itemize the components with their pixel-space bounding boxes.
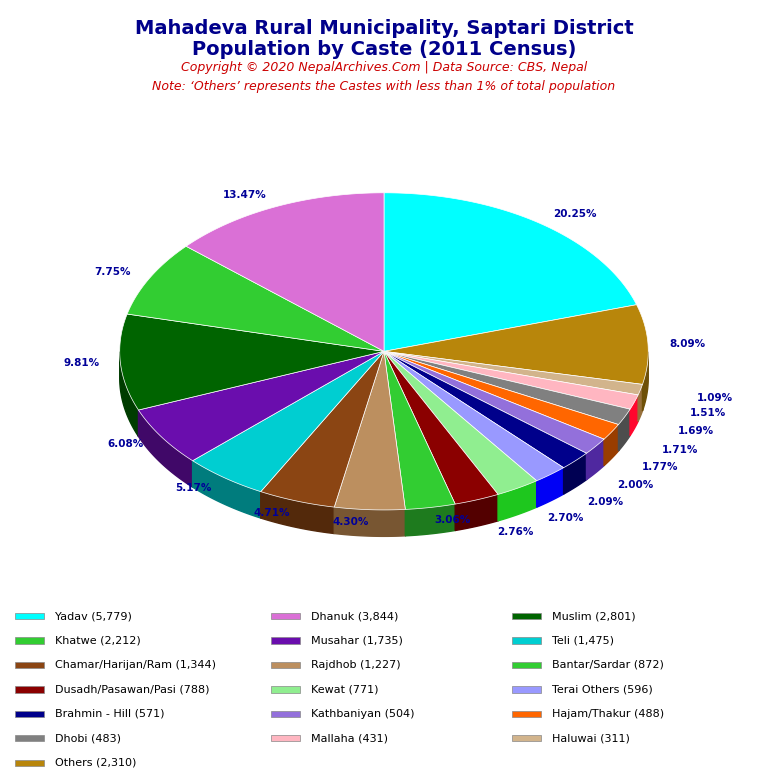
FancyBboxPatch shape <box>271 637 300 644</box>
FancyBboxPatch shape <box>15 613 44 619</box>
Polygon shape <box>384 352 587 468</box>
Text: 1.69%: 1.69% <box>677 426 713 436</box>
Polygon shape <box>384 352 618 439</box>
Text: Terai Others (596): Terai Others (596) <box>552 684 653 694</box>
Polygon shape <box>138 410 193 487</box>
Text: Kewat (771): Kewat (771) <box>311 684 379 694</box>
Polygon shape <box>564 453 587 494</box>
Text: 20.25%: 20.25% <box>554 209 597 219</box>
Polygon shape <box>384 193 637 352</box>
Text: Chamar/Harijan/Ram (1,344): Chamar/Harijan/Ram (1,344) <box>55 660 216 670</box>
Text: Rajdhob (1,227): Rajdhob (1,227) <box>311 660 401 670</box>
Text: 3.06%: 3.06% <box>434 515 471 525</box>
Polygon shape <box>643 352 648 411</box>
Text: 2.76%: 2.76% <box>498 528 534 538</box>
FancyBboxPatch shape <box>512 613 541 619</box>
FancyBboxPatch shape <box>271 613 300 619</box>
Text: Hajam/Thakur (488): Hajam/Thakur (488) <box>552 709 664 719</box>
Polygon shape <box>630 395 638 435</box>
Text: 8.09%: 8.09% <box>669 339 705 349</box>
Text: 1.09%: 1.09% <box>697 393 733 403</box>
Text: Khatwe (2,212): Khatwe (2,212) <box>55 636 141 646</box>
Polygon shape <box>384 352 455 509</box>
FancyBboxPatch shape <box>15 710 44 717</box>
Polygon shape <box>587 439 604 480</box>
Text: Bantar/Sardar (872): Bantar/Sardar (872) <box>552 660 664 670</box>
Text: Muslim (2,801): Muslim (2,801) <box>552 611 635 621</box>
Text: Musahar (1,735): Musahar (1,735) <box>311 636 403 646</box>
FancyBboxPatch shape <box>15 760 44 766</box>
FancyBboxPatch shape <box>271 735 300 741</box>
Polygon shape <box>261 492 334 534</box>
Text: Note: ‘Others’ represents the Castes with less than 1% of total population: Note: ‘Others’ represents the Castes wit… <box>152 80 616 93</box>
Polygon shape <box>384 352 643 395</box>
Polygon shape <box>120 352 138 436</box>
Text: 4.30%: 4.30% <box>332 518 369 528</box>
FancyBboxPatch shape <box>512 637 541 644</box>
FancyBboxPatch shape <box>512 735 541 741</box>
Text: 2.00%: 2.00% <box>617 480 654 490</box>
Text: Dhanuk (3,844): Dhanuk (3,844) <box>311 611 399 621</box>
Text: 5.17%: 5.17% <box>175 483 212 493</box>
Text: 1.77%: 1.77% <box>642 462 679 472</box>
Polygon shape <box>618 409 630 451</box>
Polygon shape <box>384 352 564 481</box>
Text: 1.71%: 1.71% <box>662 445 698 455</box>
Polygon shape <box>406 504 455 536</box>
Text: Yadav (5,779): Yadav (5,779) <box>55 611 132 621</box>
Text: Teli (1,475): Teli (1,475) <box>552 636 614 646</box>
Text: Copyright © 2020 NepalArchives.Com | Data Source: CBS, Nepal: Copyright © 2020 NepalArchives.Com | Dat… <box>181 61 587 74</box>
Polygon shape <box>193 461 261 518</box>
Polygon shape <box>455 495 498 531</box>
Polygon shape <box>384 305 648 385</box>
FancyBboxPatch shape <box>512 710 541 717</box>
FancyBboxPatch shape <box>15 687 44 693</box>
Polygon shape <box>193 352 384 492</box>
Text: 2.70%: 2.70% <box>548 513 584 523</box>
Text: 6.08%: 6.08% <box>108 439 144 449</box>
Polygon shape <box>384 352 638 409</box>
Polygon shape <box>138 352 384 461</box>
Text: Dusadh/Pasawan/Pasi (788): Dusadh/Pasawan/Pasi (788) <box>55 684 210 694</box>
Polygon shape <box>186 193 384 352</box>
Text: Others (2,310): Others (2,310) <box>55 758 137 768</box>
FancyBboxPatch shape <box>271 662 300 668</box>
Polygon shape <box>604 425 618 465</box>
FancyBboxPatch shape <box>15 735 44 741</box>
FancyBboxPatch shape <box>15 637 44 644</box>
FancyBboxPatch shape <box>271 687 300 693</box>
Polygon shape <box>384 352 537 495</box>
Polygon shape <box>384 352 498 504</box>
FancyBboxPatch shape <box>512 662 541 668</box>
Text: 13.47%: 13.47% <box>223 190 266 200</box>
FancyBboxPatch shape <box>271 710 300 717</box>
Text: Mahadeva Rural Municipality, Saptari District: Mahadeva Rural Municipality, Saptari Dis… <box>134 19 634 38</box>
Text: Brahmin - Hill (571): Brahmin - Hill (571) <box>55 709 164 719</box>
Text: Dhobi (483): Dhobi (483) <box>55 733 121 743</box>
Polygon shape <box>120 314 384 410</box>
Polygon shape <box>498 481 537 521</box>
Text: 4.71%: 4.71% <box>253 508 290 518</box>
Text: Mallaha (431): Mallaha (431) <box>311 733 388 743</box>
Polygon shape <box>384 352 630 425</box>
Text: Haluwai (311): Haluwai (311) <box>552 733 630 743</box>
Text: 1.51%: 1.51% <box>690 409 726 419</box>
Text: 7.75%: 7.75% <box>94 267 131 277</box>
Polygon shape <box>384 352 604 453</box>
FancyBboxPatch shape <box>512 687 541 693</box>
Text: Kathbaniyan (504): Kathbaniyan (504) <box>311 709 415 719</box>
Text: 9.81%: 9.81% <box>63 359 99 369</box>
Text: Population by Caste (2011 Census): Population by Caste (2011 Census) <box>192 40 576 59</box>
Polygon shape <box>537 468 564 507</box>
Polygon shape <box>334 507 406 536</box>
Polygon shape <box>261 352 384 507</box>
Polygon shape <box>638 385 643 422</box>
Polygon shape <box>127 247 384 352</box>
Polygon shape <box>334 352 406 510</box>
Text: 2.09%: 2.09% <box>587 497 624 507</box>
FancyBboxPatch shape <box>15 662 44 668</box>
